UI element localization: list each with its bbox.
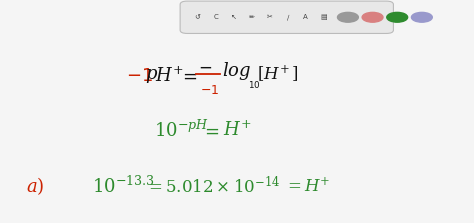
Text: $=$: $=$ — [179, 67, 198, 85]
Text: ↺: ↺ — [195, 14, 201, 20]
Circle shape — [337, 12, 358, 22]
Text: ↖: ↖ — [231, 14, 237, 20]
Text: $H^{+}$: $H^{+}$ — [223, 121, 251, 140]
Text: $=$: $=$ — [201, 122, 220, 139]
Text: ▤: ▤ — [320, 14, 327, 20]
Text: $p$: $p$ — [145, 67, 158, 85]
Text: C: C — [213, 14, 218, 20]
Text: $\mathdefault{-1}$: $\mathdefault{-1}$ — [126, 67, 153, 85]
Text: $10^{-pH}$: $10^{-pH}$ — [154, 120, 209, 141]
Text: $[H^{\!+}]$: $[H^{\!+}]$ — [257, 63, 299, 84]
Text: $= H^{+}$: $= H^{+}$ — [284, 177, 331, 196]
Text: $= 5.012 \times 10^{-14}$: $= 5.012 \times 10^{-14}$ — [145, 176, 280, 197]
Circle shape — [362, 12, 383, 22]
Text: $H^{\!+}$: $H^{\!+}$ — [155, 66, 184, 85]
Text: $a)$: $a)$ — [26, 175, 45, 197]
Text: ∕: ∕ — [286, 14, 289, 20]
Circle shape — [387, 12, 408, 22]
Text: $-$: $-$ — [198, 58, 212, 76]
Text: ✏: ✏ — [249, 14, 255, 20]
Text: $_{10}$: $_{10}$ — [248, 78, 261, 91]
Text: $-1$: $-1$ — [200, 84, 219, 97]
Text: $\mathit{log}$: $\mathit{log}$ — [222, 60, 251, 82]
Circle shape — [411, 12, 432, 22]
Text: $10^{-13.3}$: $10^{-13.3}$ — [92, 176, 155, 197]
Text: ✂: ✂ — [267, 14, 273, 20]
Text: A: A — [303, 14, 308, 20]
FancyBboxPatch shape — [180, 1, 393, 33]
